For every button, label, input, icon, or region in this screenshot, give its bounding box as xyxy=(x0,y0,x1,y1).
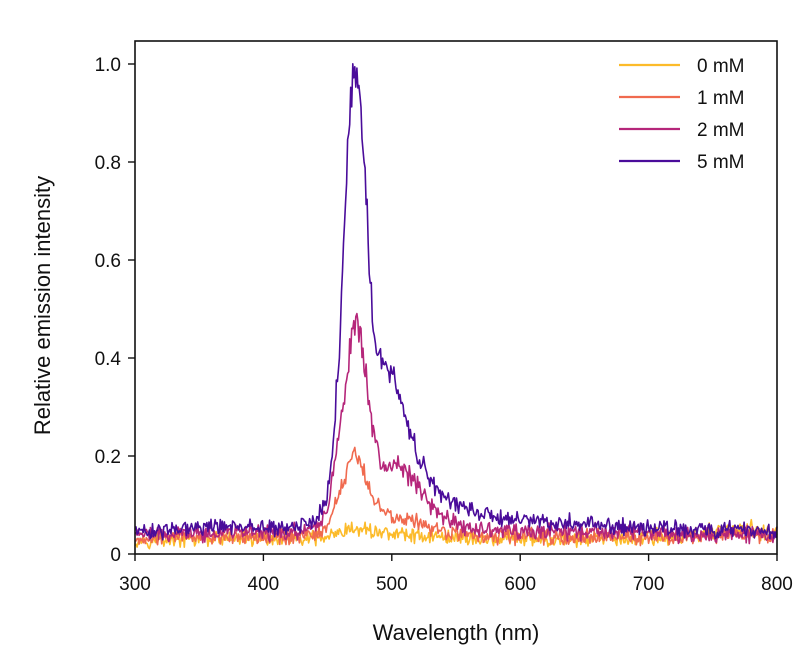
y-tick-label: 0.2 xyxy=(95,447,121,468)
y-tick-label: 1.0 xyxy=(95,55,121,76)
y-tick-label: 0.4 xyxy=(95,349,122,370)
legend-label: 2 mM xyxy=(697,120,745,141)
series-layer xyxy=(134,62,778,550)
legend-label: 1 mM xyxy=(697,88,745,109)
x-axis: 300 400 500 600 700 800 xyxy=(119,554,793,595)
legend-label: 0 mM xyxy=(697,56,745,77)
x-tick-label: 500 xyxy=(376,574,408,595)
x-axis-title: Wavelength (nm) xyxy=(373,620,540,645)
y-axis-title: Relative emission intensity xyxy=(30,176,55,435)
y-tick-label: 0.8 xyxy=(95,153,121,174)
x-tick-label: 800 xyxy=(761,574,793,595)
series-line-5-mm xyxy=(134,62,778,541)
x-tick-label: 700 xyxy=(633,574,665,595)
x-tick-label: 600 xyxy=(504,574,536,595)
plot-frame xyxy=(134,40,778,555)
x-tick-label: 400 xyxy=(248,574,280,595)
legend-label: 5 mM xyxy=(697,152,745,173)
y-tick-label: 0 xyxy=(110,545,121,566)
x-tick-label: 300 xyxy=(119,574,151,595)
y-axis: 0 0.2 0.4 0.6 0.8 1.0 xyxy=(95,55,135,566)
y-tick-label: 0.6 xyxy=(95,251,121,272)
legend: 0 mM 1 mM 2 mM 5 mM xyxy=(619,56,745,173)
